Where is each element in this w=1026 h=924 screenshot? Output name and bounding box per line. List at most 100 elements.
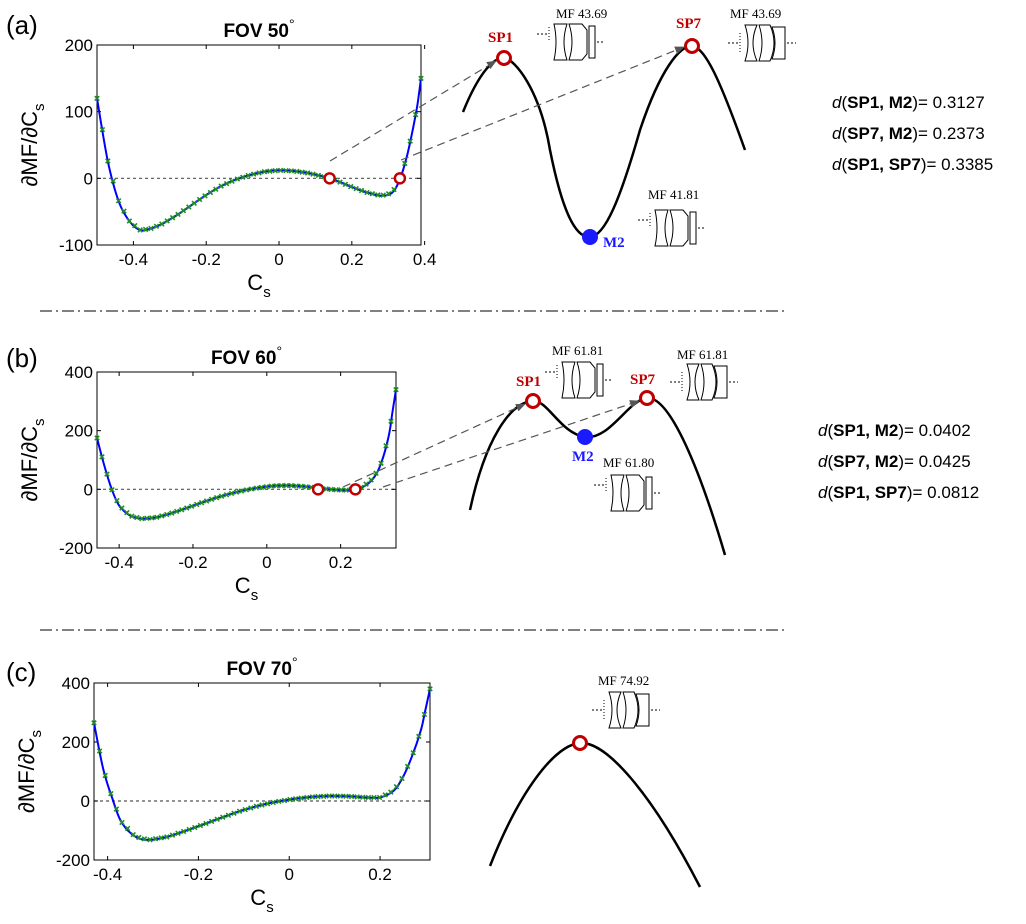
lens-diagram-sp1-b	[544, 361, 614, 399]
distance-row: d(SP7, M2)= 0.2373	[832, 124, 985, 143]
arrow-root1-to-sp1-b	[342, 403, 526, 488]
label-sp1-b: SP1	[516, 374, 541, 390]
data-point-marker	[323, 486, 329, 492]
y-tick-label: 400	[62, 674, 90, 693]
data-point-marker	[421, 711, 428, 718]
data-point-marker	[427, 686, 433, 692]
schematic-a: SP1 SP7 M2 MF 43.69 MF 43.69 MF 41.81	[329, 6, 797, 251]
x-tick-label: 0.2	[329, 553, 353, 572]
data-point-marker	[218, 183, 224, 189]
data-point-marker	[132, 222, 138, 229]
x-tick-label: -0.4	[104, 553, 133, 572]
y-tick-label: 200	[65, 36, 93, 55]
plot-area	[96, 371, 397, 549]
data-point-marker	[354, 794, 360, 800]
distances-b: d(SP1, M2)= 0.0402 d(SP7, M2)= 0.0425 d(…	[818, 421, 979, 502]
data-point-marker	[326, 793, 332, 799]
y-tick-label: 0	[84, 169, 93, 188]
data-point-marker	[272, 167, 278, 174]
data-point-marker	[380, 192, 386, 198]
data-point-marker	[164, 511, 170, 518]
data-point-marker	[294, 168, 300, 175]
data-point-marker	[148, 225, 154, 232]
data-point-marker	[278, 482, 285, 489]
distances-a: d(SP1, M2)= 0.3127 d(SP7, M2)= 0.2373 d(…	[832, 93, 993, 174]
data-point-marker	[338, 487, 344, 493]
chart-title: FOV 70°	[226, 654, 297, 680]
data-point-marker	[243, 487, 250, 493]
data-point-marker	[416, 733, 422, 740]
schematic-c: MF 74.92	[488, 673, 702, 888]
data-point-marker	[115, 198, 122, 204]
data-point-marker	[104, 471, 110, 477]
data-point-marker	[121, 208, 127, 214]
data-point-marker	[337, 793, 344, 799]
chart-title: FOV 60°	[211, 343, 282, 369]
label-sp7-a: SP7	[676, 16, 702, 32]
data-point-marker	[164, 834, 170, 840]
data-point-marker	[407, 138, 413, 144]
data-point-marker	[192, 824, 198, 831]
data-point-marker	[365, 794, 372, 801]
data-point-marker	[288, 482, 295, 489]
chart-fov-70: FOV 70° -0.4 -0.2 0 0.2 -200 0 200 400 Cs ∂MF/∂Cs	[14, 654, 433, 916]
root-marker	[311, 483, 325, 496]
root-marker	[393, 172, 407, 185]
data-point-marker	[147, 836, 153, 843]
data-point-marker	[198, 499, 205, 506]
y-tick-label: 400	[65, 363, 93, 382]
data-point-marker	[342, 181, 349, 188]
data-point-marker	[268, 483, 275, 489]
data-point-marker	[245, 172, 251, 179]
label-m2-b: M2	[572, 449, 594, 465]
y-tick-label: 200	[62, 733, 90, 752]
energy-landscape-curve-b	[468, 396, 727, 556]
data-point-marker	[343, 793, 349, 800]
data-point-marker	[258, 484, 265, 491]
data-point-marker	[149, 515, 155, 521]
data-point-marker	[388, 789, 394, 795]
data-point-marker	[412, 111, 419, 118]
data-point-marker	[328, 486, 334, 493]
data-point-marker	[126, 218, 133, 224]
data-point-marker	[393, 386, 399, 393]
chart-fov-60: FOV 60° -0.4 -0.2 0 0.2 -200 0 200 400 Cs ∂MF/∂Cs	[17, 343, 399, 604]
data-point-marker	[309, 794, 316, 800]
data-point-marker	[223, 180, 230, 187]
arrow-root2-to-sp7-a	[400, 46, 685, 161]
data-point-marker	[110, 178, 116, 184]
mf-sp1-a: MF 43.69	[556, 6, 607, 21]
chart-fov-50: FOV 50° -0.4 -0.2 0 0.2 0.4 -100 0 100 200 Cs ∂MF/∂…	[17, 16, 436, 301]
label-sp1-a: SP1	[488, 30, 513, 46]
data-point-marker	[203, 498, 210, 504]
x-tick-label: 0	[274, 250, 283, 269]
arrow-root1-to-sp1-a	[329, 60, 497, 162]
data-point-marker	[404, 763, 411, 770]
data-point-marker	[369, 190, 376, 197]
data-point-marker	[364, 189, 370, 196]
data-point-marker	[94, 95, 100, 102]
data-point-marker	[141, 836, 148, 842]
data-point-marker	[124, 825, 131, 832]
data-point-marker	[385, 191, 392, 197]
panel-label-a: (a)	[6, 10, 38, 40]
data-point-marker	[298, 483, 305, 490]
data-point-marker	[208, 818, 215, 825]
lens-diagram-m2-a	[637, 209, 707, 247]
data-point-marker	[136, 834, 142, 841]
data-point-marker	[393, 783, 400, 790]
data-point-marker	[292, 795, 299, 802]
y-tick-label: -100	[59, 236, 93, 255]
data-point-marker	[183, 505, 190, 511]
data-point-marker	[242, 806, 248, 813]
saddle-point-sp1-b	[525, 393, 541, 409]
data-point-marker	[363, 481, 369, 487]
data-point-marker	[240, 174, 246, 181]
derivative-curve	[96, 78, 422, 232]
saddle-point-sp7-a	[684, 38, 700, 54]
distance-row: d(SP1, M2)= 0.3127	[832, 93, 985, 112]
data-point-marker	[139, 515, 145, 522]
lens-diagram-sp7-b	[669, 363, 739, 401]
data-point-marker	[248, 486, 255, 492]
lens-diagram-sp1-a	[536, 23, 606, 61]
